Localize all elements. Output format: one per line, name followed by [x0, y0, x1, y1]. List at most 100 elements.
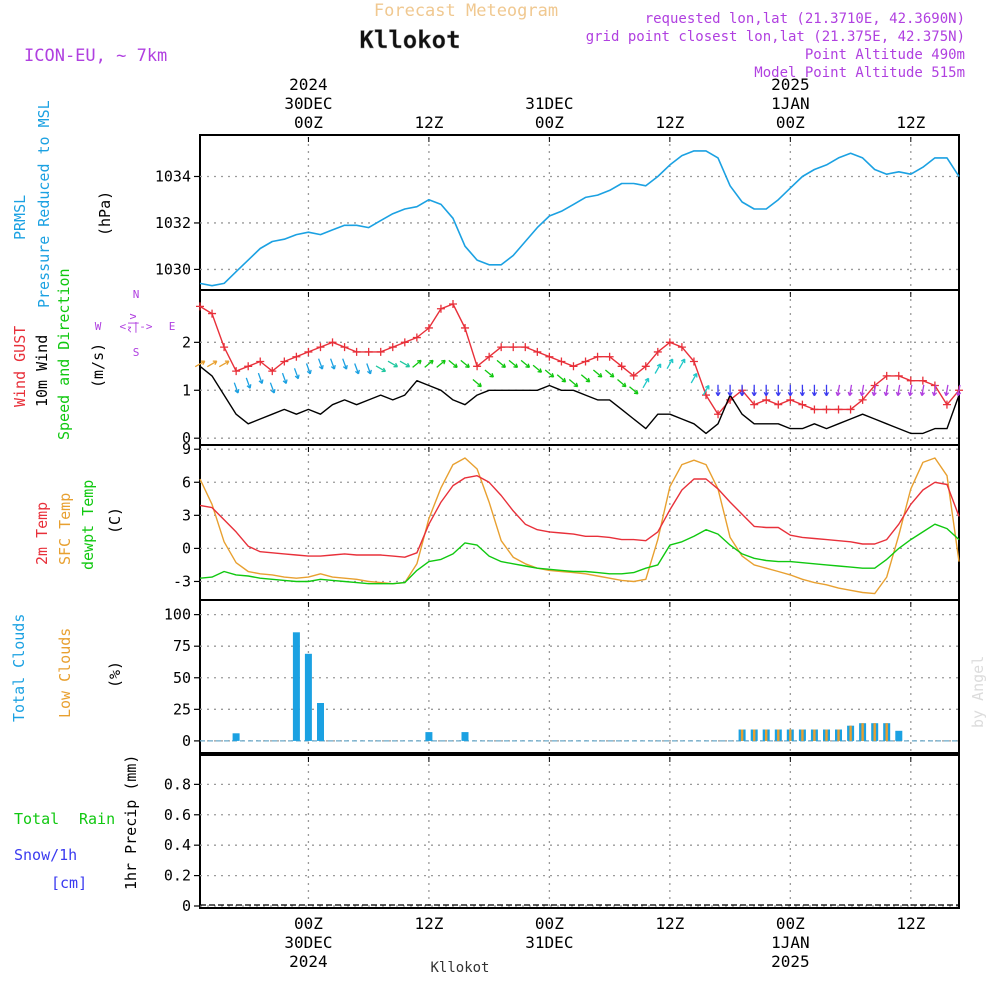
wind-gust-marker: [545, 352, 554, 361]
wind-gust-marker: [918, 376, 927, 385]
snow-label: Snow/1h: [14, 846, 77, 864]
wind-direction-arrow: [943, 384, 950, 397]
temp-dewpt-label: dewpt Temp: [79, 480, 97, 570]
wind-gust-marker: [810, 405, 819, 414]
wind-10m-label: 10m Wind: [33, 335, 51, 407]
precip-panel-frame: [199, 754, 960, 909]
pressure-panel-frame: [199, 134, 960, 291]
wind-direction-arrow: [811, 384, 818, 397]
total-cloud-bar: [461, 732, 469, 741]
low-cloud-bar: [740, 729, 744, 741]
y-tick-label: 2: [182, 333, 191, 351]
wind-gust-marker: [593, 352, 602, 361]
compass-south: S: [133, 346, 140, 359]
wind-gust-marker: [352, 347, 361, 356]
compass-vertical: ^|v: [126, 313, 139, 333]
y-tick-label: 0: [182, 539, 191, 557]
y-tick-label: 1034: [155, 167, 191, 185]
pressure-label-long: Pressure Reduced to MSL: [35, 100, 53, 308]
credit-watermark: by Angel: [969, 656, 987, 728]
wind-gust-marker: [376, 347, 385, 356]
wind-direction-arrow: [399, 360, 411, 368]
temp-2m-label: 2m Temp: [33, 502, 51, 565]
point-altitude: Point Altitude 490m: [805, 47, 965, 63]
wind-gust-marker: [256, 357, 265, 366]
grid-lines: [194, 137, 959, 907]
wind-direction-arrow: [629, 386, 639, 395]
temp-unit: (C): [106, 507, 124, 534]
y-tick-label: 9: [182, 440, 191, 458]
rain-total-label: Total: [14, 810, 59, 828]
subtitle: Forecast Meteogram: [374, 1, 558, 21]
wind-direction-arrow: [342, 358, 348, 370]
wind-gust-marker: [232, 367, 241, 376]
total-clouds-label: Total Clouds: [10, 614, 28, 722]
y-tick-label: 0.6: [164, 806, 191, 824]
y-tick-label: 1: [182, 381, 191, 399]
compass-horizontal: <-|->: [119, 320, 152, 333]
wind-gust-marker: [208, 309, 217, 318]
wind-gust-marker: [894, 371, 903, 380]
wind-direction-arrow: [257, 372, 264, 384]
low-cloud-bar: [777, 729, 780, 741]
low-cloud-bar: [885, 723, 888, 741]
y-tick-label: 1032: [155, 214, 191, 232]
wind-gust-marker: [762, 395, 771, 404]
wind-direction-arrow: [218, 360, 230, 368]
station-title: Kllokot: [359, 26, 460, 54]
y-tick-label: 25: [173, 700, 191, 718]
low-cloud-bar: [825, 729, 828, 741]
wind-gust-marker: [292, 352, 301, 361]
wind-gust-marker: [424, 323, 433, 332]
compass-north: N: [133, 288, 140, 301]
wind-direction-arrow: [194, 360, 206, 368]
time-label-bottom: 12Z: [655, 914, 684, 933]
y-tick-label: 1030: [155, 260, 191, 278]
wind-direction-arrow: [859, 384, 865, 397]
wind-direction-arrow: [484, 369, 495, 378]
wind-direction-arrow: [955, 384, 962, 397]
y-tick-label: 50: [173, 669, 191, 687]
wind-direction-arrow: [871, 384, 877, 397]
wind-gust-marker: [798, 400, 807, 409]
wind-gust-marker: [400, 338, 409, 347]
temp-2m-line: [199, 475, 960, 558]
wind-direction-arrow: [617, 379, 627, 388]
precip-unit: 1hr Precip (mm): [122, 755, 140, 890]
wind-direction-arrow: [799, 384, 805, 397]
time-label-top: 2025: [771, 75, 810, 94]
total-cloud-bar: [232, 733, 240, 741]
wind-gust-marker: [280, 357, 289, 366]
wind-direction-arrow: [412, 359, 422, 368]
low-cloud-bar: [753, 729, 756, 741]
wind-gust-marker: [220, 343, 229, 352]
wind-gust-marker: [449, 299, 457, 308]
wind-gust-line: [199, 303, 960, 415]
wind-gust-marker: [244, 362, 253, 371]
y-tick-label: 0: [182, 897, 191, 915]
wind-direction-arrow: [787, 384, 793, 397]
wind-gust-marker: [485, 352, 494, 361]
wind-direction-arrow: [763, 384, 769, 397]
footer-station: Kllokot: [430, 960, 489, 976]
y-tick-label: 3: [182, 506, 191, 524]
cloud-unit: (%): [106, 661, 124, 688]
time-label-top: 00Z: [535, 113, 564, 132]
temp-panel-frame: [199, 444, 960, 601]
wind-gust-marker: [942, 400, 951, 409]
low-cloud-bar: [849, 725, 852, 741]
time-label-top: 31DEC: [525, 94, 573, 113]
pressure-unit: (hPa): [96, 191, 114, 236]
requested-coords: requested lon,lat (21.3710E, 42.3690N): [645, 11, 965, 27]
wind-direction-arrow: [556, 374, 567, 383]
total-cloud-bar: [895, 730, 903, 741]
time-label-bottom: 12Z: [414, 914, 443, 933]
low-clouds-label: Low Clouds: [56, 628, 74, 718]
wind-direction-arrow: [895, 384, 901, 397]
wind-direction-arrow: [592, 369, 603, 378]
wind-gust-marker: [689, 357, 698, 366]
wind-direction-arrow: [751, 384, 757, 397]
y-tick-label: 0.2: [164, 867, 191, 885]
wind-direction-arrow: [604, 369, 615, 378]
